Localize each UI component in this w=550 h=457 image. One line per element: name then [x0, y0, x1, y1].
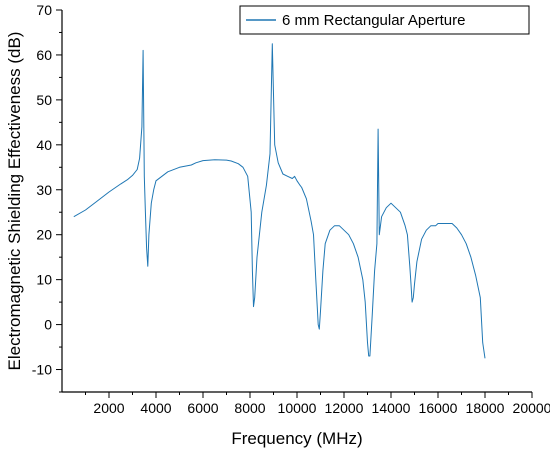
x-tick-label: 16000 — [419, 400, 458, 416]
legend-label: 6 mm Rectangular Aperture — [282, 12, 465, 29]
x-tick-label: 20000 — [513, 400, 550, 416]
series-line — [73, 43, 486, 359]
y-tick-label: 60 — [36, 47, 52, 63]
y-tick-label: 30 — [36, 182, 52, 198]
x-tick-label: 2000 — [93, 400, 124, 416]
x-tick-label: 10000 — [278, 400, 317, 416]
x-tick-label: 6000 — [187, 400, 218, 416]
y-tick-label: 10 — [36, 272, 52, 288]
x-tick-label: 14000 — [372, 400, 411, 416]
y-axis-title: Electromagnetic Shielding Effectiveness … — [5, 32, 24, 371]
legend: 6 mm Rectangular Aperture — [239, 5, 530, 35]
x-axis-title: Frequency (MHz) — [231, 429, 362, 448]
x-tick-label: 12000 — [325, 400, 364, 416]
x-tick-label: 4000 — [140, 400, 171, 416]
y-tick-label: -10 — [32, 362, 52, 378]
x-tick-label: 18000 — [466, 400, 505, 416]
x-tick-label: 8000 — [234, 400, 265, 416]
y-tick-label: 70 — [36, 2, 52, 18]
y-tick-label: 40 — [36, 137, 52, 153]
y-tick-label: 50 — [36, 92, 52, 108]
legend-box — [239, 5, 530, 35]
y-tick-label: 0 — [44, 317, 52, 333]
y-tick-label: 20 — [36, 227, 52, 243]
